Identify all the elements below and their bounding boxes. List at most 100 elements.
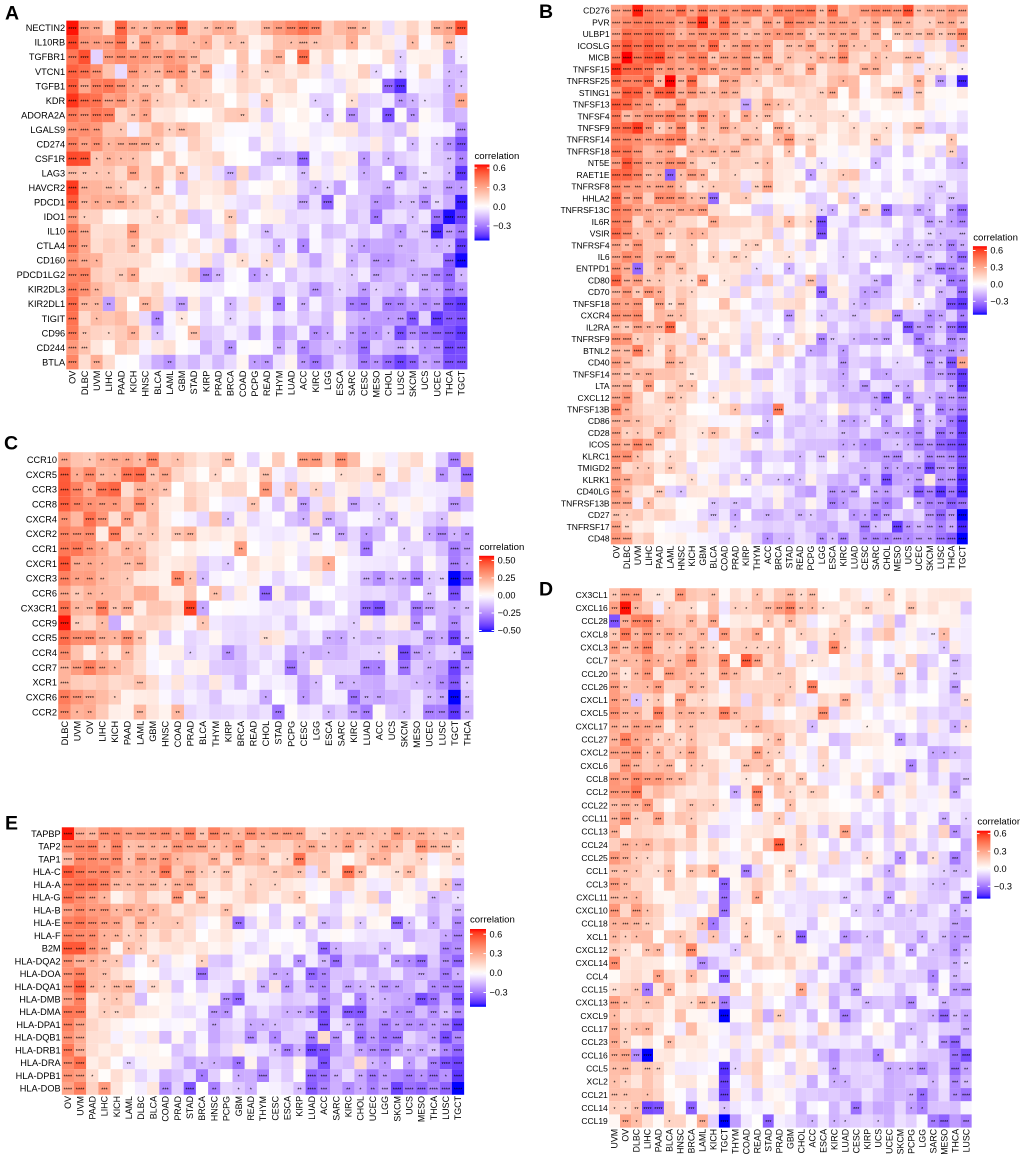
svg-text:**: ** [701,45,705,51]
svg-text:A: A [5,3,19,25]
svg-text:KICH: KICH [129,371,139,393]
svg-text:***: *** [162,474,169,480]
svg-text:****: **** [129,71,138,77]
svg-text:****: **** [634,174,642,180]
svg-text:COAD: COAD [720,546,730,571]
svg-text:****: **** [634,279,642,285]
svg-text:LUAD: LUAD [849,546,859,569]
svg-text:*: * [144,71,147,77]
svg-text:NECTIN2: NECTIN2 [26,23,65,33]
svg-text:*: * [875,526,877,532]
svg-text:CD96: CD96 [42,328,66,338]
svg-text:PAAD: PAAD [123,720,133,745]
svg-text:**: ** [240,114,245,120]
svg-text:*: * [712,397,714,403]
svg-text:**: ** [657,80,661,86]
svg-text:****: **** [612,45,620,51]
svg-text:**: ** [386,187,391,193]
svg-text:**: ** [82,172,87,178]
svg-text:****: **** [612,139,620,145]
svg-text:*: * [412,143,415,149]
svg-text:****: **** [457,318,466,324]
svg-text:*: * [96,172,99,178]
svg-text:*: * [156,332,159,338]
svg-text:****: **** [720,33,728,39]
svg-text:****: **** [947,444,955,450]
svg-text:***: *** [81,259,88,265]
svg-text:*: * [658,127,660,133]
svg-text:TNFRSF18: TNFRSF18 [567,147,610,157]
svg-text:*: * [278,245,281,251]
svg-text:****: **** [688,174,696,180]
svg-text:****: **** [872,10,880,16]
svg-text:****: **** [450,459,459,465]
svg-text:****: **** [818,232,826,238]
svg-text:**: ** [374,361,379,367]
svg-text:*: * [907,385,909,391]
svg-text:****: **** [612,444,620,450]
svg-text:**: ** [107,303,112,309]
svg-text:*: * [680,397,682,403]
svg-text:****: **** [612,537,620,543]
svg-text:***: *** [656,10,662,16]
svg-text:***: *** [862,209,868,215]
svg-text:0.6: 0.6 [990,246,1003,256]
svg-text:*: * [327,114,330,120]
svg-text:*: * [950,256,952,262]
svg-text:*: * [132,85,135,91]
svg-text:****: **** [882,10,890,16]
svg-text:THCA: THCA [947,545,957,569]
svg-text:IL10: IL10 [47,227,65,237]
svg-text:***: *** [678,303,684,309]
svg-text:*: * [907,244,909,250]
svg-text:IL6: IL6 [598,252,610,262]
svg-text:***: *** [446,274,453,280]
svg-text:*: * [132,201,135,207]
svg-text:*: * [436,245,439,251]
svg-text:****: **** [634,92,642,98]
svg-text:TGCT: TGCT [958,545,968,570]
svg-text:****: **** [958,537,966,543]
svg-text:****: **** [893,10,901,16]
svg-text:*: * [929,68,931,74]
svg-text:****: **** [645,57,653,63]
svg-text:***: *** [710,68,716,74]
svg-text:****: **** [141,143,150,149]
svg-text:****: **** [688,21,696,27]
svg-text:*: * [940,68,942,74]
svg-text:*: * [940,350,942,356]
svg-text:***: *** [99,667,106,673]
svg-text:***: *** [635,256,641,262]
svg-text:****: **** [60,577,69,583]
svg-text:****: **** [958,444,966,450]
svg-text:*: * [400,71,403,77]
svg-text:KLRC1: KLRC1 [582,451,610,461]
svg-text:****: **** [457,259,466,265]
svg-text:*: * [387,158,390,164]
svg-text:***: *** [700,68,706,74]
svg-text:**: ** [657,291,661,297]
svg-text:****: **** [666,256,674,262]
svg-text:*: * [680,186,682,192]
svg-text:***: *** [656,326,662,332]
svg-text:*: * [853,338,855,344]
svg-text:**: ** [411,201,416,207]
svg-text:****: **** [98,488,107,494]
svg-text:*: * [842,80,844,86]
svg-text:****: **** [85,696,94,702]
svg-text:***: *** [959,232,965,238]
svg-text:**: ** [874,279,878,285]
svg-text:****: **** [98,607,107,613]
svg-text:GBM: GBM [698,546,708,566]
svg-text:****: **** [457,27,466,33]
svg-text:READ: READ [795,546,805,570]
svg-text:*: * [907,467,909,473]
svg-text:CCR5: CCR5 [32,633,57,643]
svg-text:****: **** [433,332,442,338]
svg-text:****: **** [634,21,642,27]
svg-text:***: *** [678,209,684,215]
svg-text:**: ** [374,216,379,222]
svg-text:***: *** [656,256,662,262]
svg-text:**: ** [679,385,683,391]
svg-text:***: *** [385,114,392,120]
